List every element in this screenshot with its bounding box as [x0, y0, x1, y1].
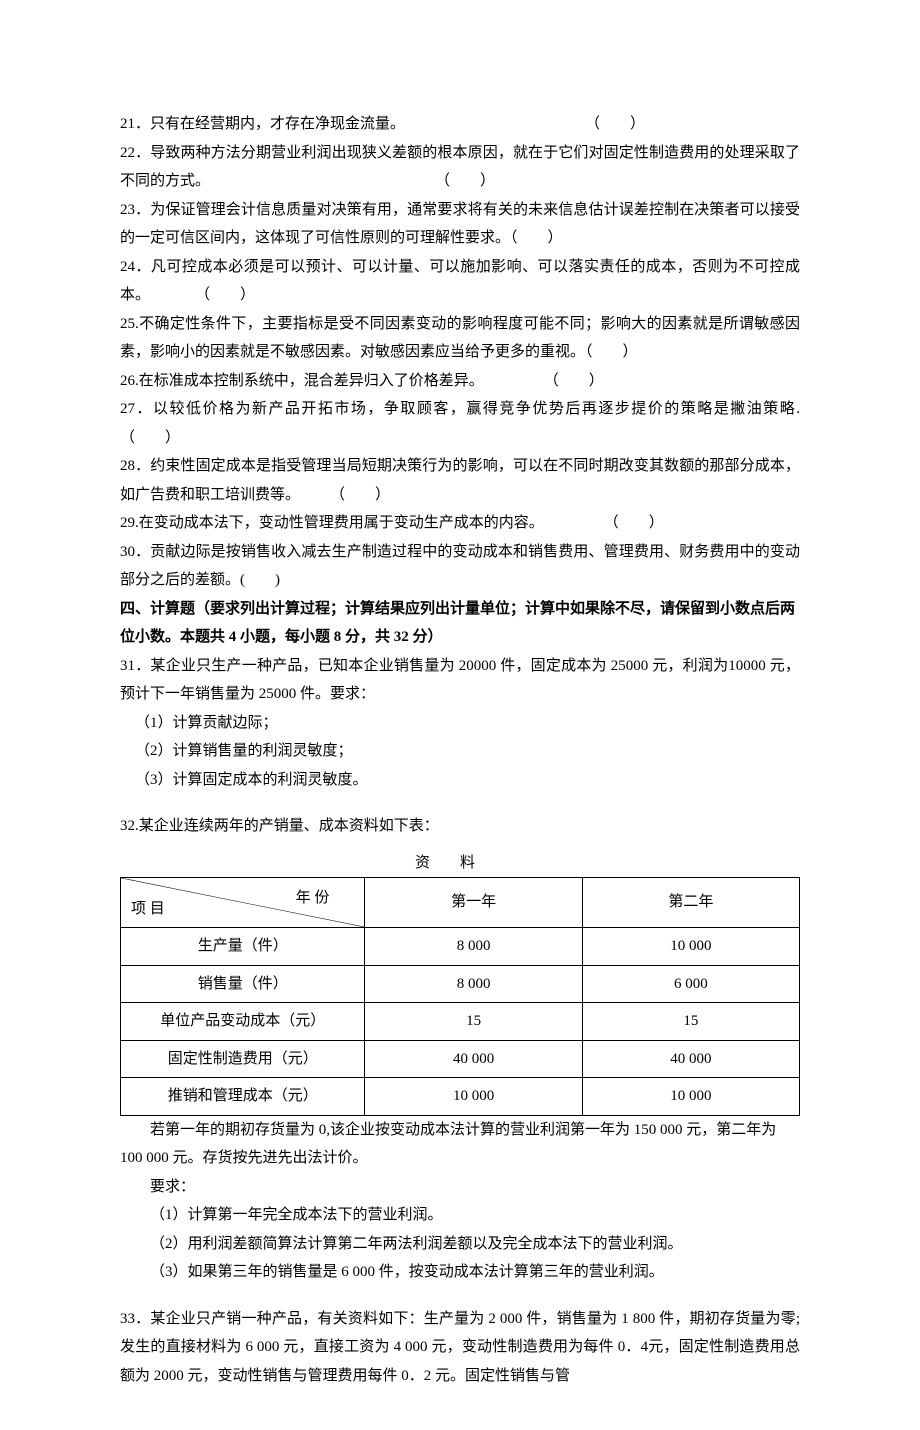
question-31-stem: 31．某企业只生产一种产品，已知本企业销售量为 20000 件，固定成本为 25…	[120, 652, 800, 709]
question-22: 22．导致两种方法分期营业利润出现狭义差额的根本原因，就在于它们对固定性制造费用…	[120, 139, 800, 196]
row-y1: 10 000	[365, 1078, 582, 1116]
header-year-1: 第一年	[365, 878, 582, 928]
table-header-row: 年 份 项 目 第一年 第二年	[121, 878, 800, 928]
header-year-2: 第二年	[582, 878, 799, 928]
row-y2: 10 000	[582, 928, 799, 966]
question-26: 26.在标准成本控制系统中，混合差异归入了价格差异。 （ ）	[120, 367, 800, 396]
question-24: 24．凡可控成本必须是可以预计、可以计量、可以施加影响、可以落实责任的成本，否则…	[120, 253, 800, 310]
spacer	[120, 794, 800, 812]
row-y1: 8 000	[365, 928, 582, 966]
question-32-req-2: （2）用利润差额简算法计算第二年两法利润差额以及完全成本法下的营业利润。	[120, 1230, 800, 1259]
question-32-after-2: 要求：	[120, 1173, 800, 1202]
question-31-req-3: （3）计算固定成本的利润灵敏度。	[120, 766, 800, 795]
row-y1: 8 000	[365, 965, 582, 1003]
question-25: 25.不确定性条件下，主要指标是受不同因素变动的影响程度可能不同；影响大的因素就…	[120, 310, 800, 367]
table-diag-header: 年 份 项 目	[121, 878, 365, 928]
question-29: 29.在变动成本法下，变动性管理费用属于变动生产成本的内容。 （ ）	[120, 509, 800, 538]
row-label: 生产量（件）	[121, 928, 365, 966]
row-y2: 40 000	[582, 1040, 799, 1078]
question-32-after-1: 若第一年的期初存货量为 0,该企业按变动成本法计算的营业利润第一年为 150 0…	[120, 1116, 800, 1173]
row-y2: 6 000	[582, 965, 799, 1003]
row-y2: 15	[582, 1003, 799, 1041]
question-32-stem: 32.某企业连续两年的产销量、成本资料如下表：	[120, 812, 800, 841]
table-row: 推销和管理成本（元） 10 000 10 000	[121, 1078, 800, 1116]
row-y1: 15	[365, 1003, 582, 1041]
header-year-label: 年 份	[296, 884, 330, 913]
row-label: 推销和管理成本（元）	[121, 1078, 365, 1116]
question-30: 30．贡献边际是按销售收入减去生产制造过程中的变动成本和销售费用、管理费用、财务…	[120, 538, 800, 595]
row-y2: 10 000	[582, 1078, 799, 1116]
table-row: 销售量（件） 8 000 6 000	[121, 965, 800, 1003]
question-21: 21．只有在经营期内，才存在净现金流量。 （ ）	[120, 110, 800, 139]
table-row: 单位产品变动成本（元） 15 15	[121, 1003, 800, 1041]
row-y1: 40 000	[365, 1040, 582, 1078]
question-31-req-1: （1）计算贡献边际；	[120, 709, 800, 738]
question-33-stem: 33．某企业只产销一种产品，有关资料如下：生产量为 2 000 件，销售量为 1…	[120, 1305, 800, 1391]
question-32-req-1: （1）计算第一年完全成本法下的营业利润。	[120, 1201, 800, 1230]
section-4-header: 四、计算题（要求列出计算过程；计算结果应列出计量单位；计算中如果除不尽，请保留到…	[120, 595, 800, 652]
question-28: 28．约束性固定成本是指受管理当局短期决策行为的影响，可以在不同时期改变其数额的…	[120, 452, 800, 509]
table-row: 固定性制造费用（元） 40 000 40 000	[121, 1040, 800, 1078]
table-title: 资料	[120, 849, 800, 878]
row-label: 销售量（件）	[121, 965, 365, 1003]
table-row: 生产量（件） 8 000 10 000	[121, 928, 800, 966]
data-table: 年 份 项 目 第一年 第二年 生产量（件） 8 000 10 000 销售量（…	[120, 877, 800, 1116]
row-label: 固定性制造费用（元）	[121, 1040, 365, 1078]
question-31-req-2: （2）计算销售量的利润灵敏度；	[120, 737, 800, 766]
question-27: 27．以较低价格为新产品开拓市场，争取顾客，赢得竞争优势后再逐步提价的策略是撇油…	[120, 395, 800, 452]
row-label: 单位产品变动成本（元）	[121, 1003, 365, 1041]
header-item-label: 项 目	[131, 895, 165, 924]
question-23: 23．为保证管理会计信息质量对决策有用，通常要求将有关的未来信息估计误差控制在决…	[120, 196, 800, 253]
question-32-req-3: （3）如果第三年的销售量是 6 000 件，按变动成本法计算第三年的营业利润。	[120, 1258, 800, 1287]
